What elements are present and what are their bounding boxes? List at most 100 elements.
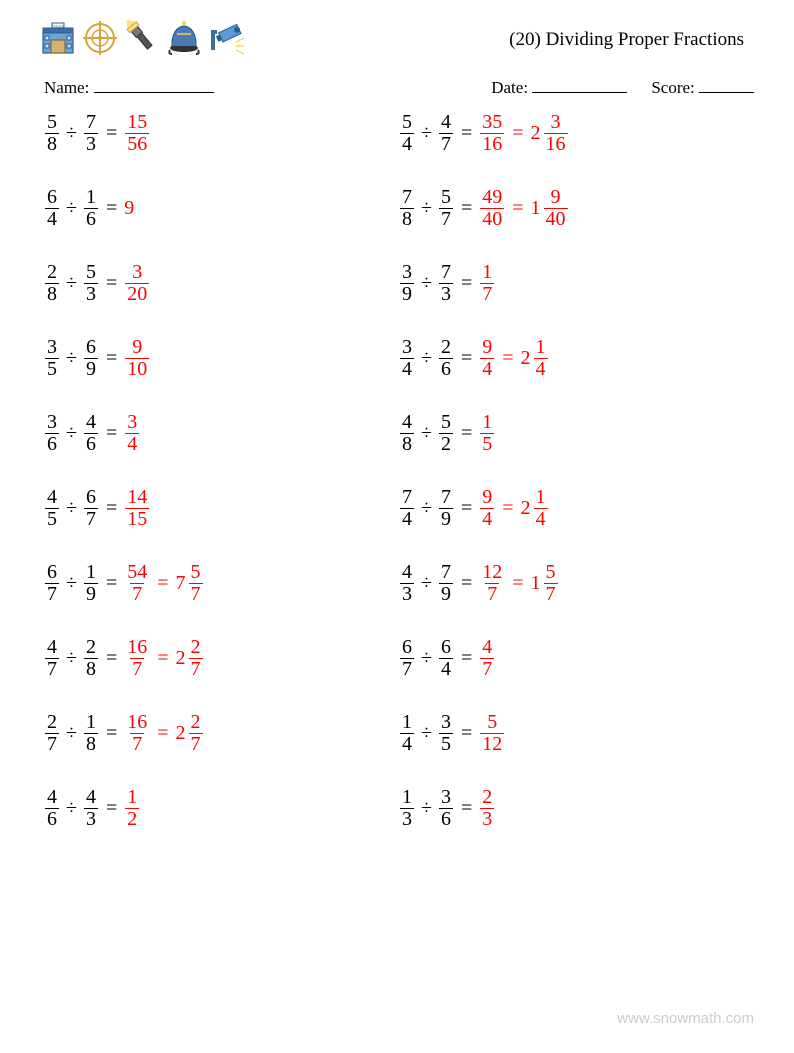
fraction: 14 xyxy=(534,337,548,380)
answer: 94=214 xyxy=(479,337,548,380)
equals-op: = xyxy=(461,797,472,820)
fraction: 54 xyxy=(400,112,414,155)
fraction: 512 xyxy=(480,712,504,755)
problem: 34÷26=94=214 xyxy=(399,337,694,380)
problem: 45÷67=1415 xyxy=(44,487,339,530)
date-blank[interactable] xyxy=(532,78,627,93)
fraction: 16 xyxy=(84,187,98,230)
name-blank[interactable] xyxy=(94,78,214,93)
divide-op: ÷ xyxy=(421,422,432,445)
problem: 13÷36=23 xyxy=(399,787,694,830)
fraction: 167 xyxy=(125,712,149,755)
flashlight-icon xyxy=(124,20,160,56)
fraction: 3516 xyxy=(480,112,504,155)
date-label: Date: xyxy=(491,78,528,97)
fraction: 57 xyxy=(189,562,203,605)
answer: 512 xyxy=(479,712,505,755)
fraction: 320 xyxy=(125,262,149,305)
fraction: 36 xyxy=(45,412,59,455)
cctv-icon xyxy=(208,20,244,56)
equals-op: = xyxy=(461,572,472,595)
fraction: 12 xyxy=(125,787,139,830)
equals-op: = xyxy=(106,347,117,370)
fraction: 47 xyxy=(45,637,59,680)
fraction: 74 xyxy=(400,487,414,530)
answer: 94=214 xyxy=(479,487,548,530)
answer: 127=157 xyxy=(479,562,558,605)
fraction: 1415 xyxy=(125,487,149,530)
equals-op: = xyxy=(106,797,117,820)
fraction: 27 xyxy=(189,637,203,680)
score-blank[interactable] xyxy=(699,78,754,93)
fraction: 14 xyxy=(534,487,548,530)
mixed-number: 1940 xyxy=(531,187,569,230)
problem: 48÷52=15 xyxy=(399,412,694,455)
equals-op: = xyxy=(157,572,168,595)
equals-op: = xyxy=(106,722,117,745)
equals-op: = xyxy=(157,647,168,670)
divide-op: ÷ xyxy=(421,272,432,295)
fraction: 67 xyxy=(400,637,414,680)
answer: 4940=1940 xyxy=(479,187,568,230)
fraction: 28 xyxy=(45,262,59,305)
fraction: 46 xyxy=(84,412,98,455)
equals-op: = xyxy=(461,122,472,145)
mixed-number: 227 xyxy=(176,637,204,680)
problem: 27÷18=167=227 xyxy=(44,712,339,755)
mixed-number: 757 xyxy=(176,562,204,605)
fraction: 910 xyxy=(125,337,149,380)
problems-grid: 58÷73=155654÷47=3516=231664÷16=978÷57=49… xyxy=(40,112,754,830)
fraction: 43 xyxy=(84,787,98,830)
equals-op: = xyxy=(502,497,513,520)
answer: 34 xyxy=(124,412,140,455)
equals-op: = xyxy=(106,572,117,595)
divide-op: ÷ xyxy=(66,422,77,445)
header-row: POLICE xyxy=(40,20,754,60)
answer: 320 xyxy=(124,262,150,305)
fraction: 69 xyxy=(84,337,98,380)
equals-op: = xyxy=(461,347,472,370)
divide-op: ÷ xyxy=(66,722,77,745)
mixed-number: 214 xyxy=(521,487,549,530)
fraction: 57 xyxy=(544,562,558,605)
mixed-number: 214 xyxy=(521,337,549,380)
fraction: 23 xyxy=(480,787,494,830)
fraction: 47 xyxy=(480,637,494,680)
fraction: 316 xyxy=(544,112,568,155)
fraction: 79 xyxy=(439,487,453,530)
fraction: 35 xyxy=(439,712,453,755)
fraction: 67 xyxy=(84,487,98,530)
answer: 47 xyxy=(479,637,495,680)
fraction: 58 xyxy=(45,112,59,155)
mixed-number: 227 xyxy=(176,712,204,755)
equals-op: = xyxy=(106,422,117,445)
answer: 3516=2316 xyxy=(479,112,568,155)
fraction: 36 xyxy=(439,787,453,830)
score-field: Score: xyxy=(651,78,754,98)
fraction: 547 xyxy=(125,562,149,605)
problem: 46÷43=12 xyxy=(44,787,339,830)
equals-op: = xyxy=(106,197,117,220)
fraction: 79 xyxy=(439,562,453,605)
problem: 67÷19=547=757 xyxy=(44,562,339,605)
problem: 47÷28=167=227 xyxy=(44,637,339,680)
equals-op: = xyxy=(512,197,523,220)
fraction: 39 xyxy=(400,262,414,305)
divide-op: ÷ xyxy=(66,647,77,670)
equals-op: = xyxy=(461,422,472,445)
divide-op: ÷ xyxy=(421,122,432,145)
fraction: 14 xyxy=(400,712,414,755)
fraction: 52 xyxy=(439,412,453,455)
answer: 910 xyxy=(124,337,150,380)
fraction: 34 xyxy=(125,412,139,455)
fraction: 48 xyxy=(400,412,414,455)
fraction: 34 xyxy=(400,337,414,380)
answer: 12 xyxy=(124,787,140,830)
fraction: 27 xyxy=(45,712,59,755)
answer: 167=227 xyxy=(124,637,203,680)
fraction: 64 xyxy=(439,637,453,680)
problem: 64÷16=9 xyxy=(44,187,339,230)
date-field: Date: xyxy=(491,78,627,98)
divide-op: ÷ xyxy=(421,722,432,745)
problem: 35÷69=910 xyxy=(44,337,339,380)
